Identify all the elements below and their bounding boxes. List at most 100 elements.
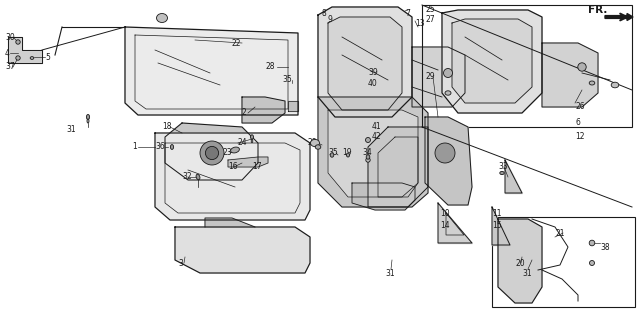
Text: 8: 8: [322, 9, 327, 18]
Ellipse shape: [30, 57, 34, 60]
Polygon shape: [438, 203, 472, 243]
Ellipse shape: [250, 135, 253, 139]
Text: 35: 35: [282, 76, 292, 84]
Text: 32: 32: [182, 173, 191, 181]
Polygon shape: [205, 218, 255, 227]
Ellipse shape: [611, 82, 619, 88]
Text: 2: 2: [242, 108, 247, 117]
Text: 29: 29: [425, 72, 435, 82]
Text: 20: 20: [515, 259, 525, 267]
Text: 31: 31: [385, 268, 395, 278]
Text: 41: 41: [372, 123, 381, 131]
Ellipse shape: [157, 14, 168, 22]
Ellipse shape: [87, 119, 89, 123]
Ellipse shape: [251, 140, 253, 143]
Text: 28: 28: [308, 139, 317, 147]
Polygon shape: [498, 219, 542, 303]
Ellipse shape: [230, 147, 239, 153]
Ellipse shape: [330, 153, 334, 157]
Polygon shape: [452, 19, 532, 103]
Text: FR.: FR.: [588, 5, 607, 15]
Polygon shape: [412, 47, 465, 107]
Polygon shape: [352, 183, 415, 210]
Polygon shape: [228, 157, 268, 167]
Text: 3: 3: [178, 259, 183, 267]
Text: 9: 9: [328, 15, 333, 25]
Text: 26: 26: [575, 102, 584, 112]
Ellipse shape: [86, 114, 90, 119]
Circle shape: [366, 158, 370, 162]
Text: 40: 40: [368, 78, 378, 88]
Ellipse shape: [346, 153, 349, 157]
Text: 37: 37: [5, 62, 15, 72]
Text: 16: 16: [228, 163, 237, 171]
Polygon shape: [425, 117, 472, 205]
Text: 25: 25: [425, 5, 435, 14]
Text: 13: 13: [415, 19, 424, 27]
Polygon shape: [318, 7, 412, 117]
Ellipse shape: [500, 171, 504, 175]
Polygon shape: [505, 160, 522, 193]
Text: 1: 1: [132, 142, 137, 152]
Text: 5: 5: [45, 53, 50, 61]
Circle shape: [578, 63, 586, 71]
Text: 35: 35: [328, 148, 338, 158]
Ellipse shape: [196, 174, 200, 180]
Text: 31: 31: [66, 125, 76, 135]
Ellipse shape: [445, 91, 451, 95]
Ellipse shape: [310, 140, 319, 146]
Text: 28: 28: [265, 62, 275, 72]
Circle shape: [205, 146, 219, 160]
Text: 34: 34: [362, 148, 372, 158]
Polygon shape: [125, 27, 298, 115]
Text: 23: 23: [222, 148, 232, 158]
Text: 7: 7: [405, 9, 410, 18]
Text: 22: 22: [232, 38, 241, 48]
Text: 27: 27: [425, 15, 435, 25]
Text: 15: 15: [492, 220, 502, 230]
Text: 4: 4: [5, 49, 10, 58]
Text: 12: 12: [575, 133, 584, 141]
FancyArrow shape: [605, 14, 633, 20]
Ellipse shape: [589, 81, 595, 85]
Text: 33: 33: [498, 163, 508, 171]
Polygon shape: [165, 123, 258, 180]
Polygon shape: [442, 10, 542, 113]
Polygon shape: [368, 127, 428, 207]
Polygon shape: [542, 43, 598, 107]
Polygon shape: [288, 101, 298, 111]
Circle shape: [435, 143, 455, 163]
Ellipse shape: [366, 155, 370, 159]
Circle shape: [16, 40, 20, 44]
Polygon shape: [175, 227, 310, 273]
Polygon shape: [318, 97, 428, 207]
Text: 14: 14: [440, 220, 450, 230]
Text: 11: 11: [492, 209, 502, 217]
Polygon shape: [242, 97, 285, 123]
Circle shape: [200, 141, 224, 165]
Polygon shape: [328, 17, 402, 110]
Bar: [422, 5, 632, 127]
Polygon shape: [328, 110, 418, 197]
Text: 24: 24: [238, 139, 248, 147]
Polygon shape: [8, 37, 42, 63]
Polygon shape: [492, 207, 510, 245]
Text: 6: 6: [575, 118, 580, 128]
Text: 38: 38: [600, 243, 610, 251]
Circle shape: [16, 56, 20, 60]
Text: 39: 39: [368, 68, 378, 77]
Text: 36: 36: [155, 142, 164, 152]
Circle shape: [365, 138, 371, 142]
Circle shape: [589, 261, 595, 266]
Ellipse shape: [315, 145, 321, 149]
Text: 10: 10: [440, 209, 450, 217]
Text: 42: 42: [372, 133, 381, 141]
Text: 21: 21: [555, 228, 564, 238]
Text: 17: 17: [252, 163, 262, 171]
Text: 31: 31: [522, 268, 532, 278]
Text: 19: 19: [342, 148, 351, 158]
Circle shape: [444, 68, 452, 77]
Text: 18: 18: [162, 123, 172, 131]
Bar: [492, 217, 635, 307]
Text: 30: 30: [5, 32, 15, 42]
